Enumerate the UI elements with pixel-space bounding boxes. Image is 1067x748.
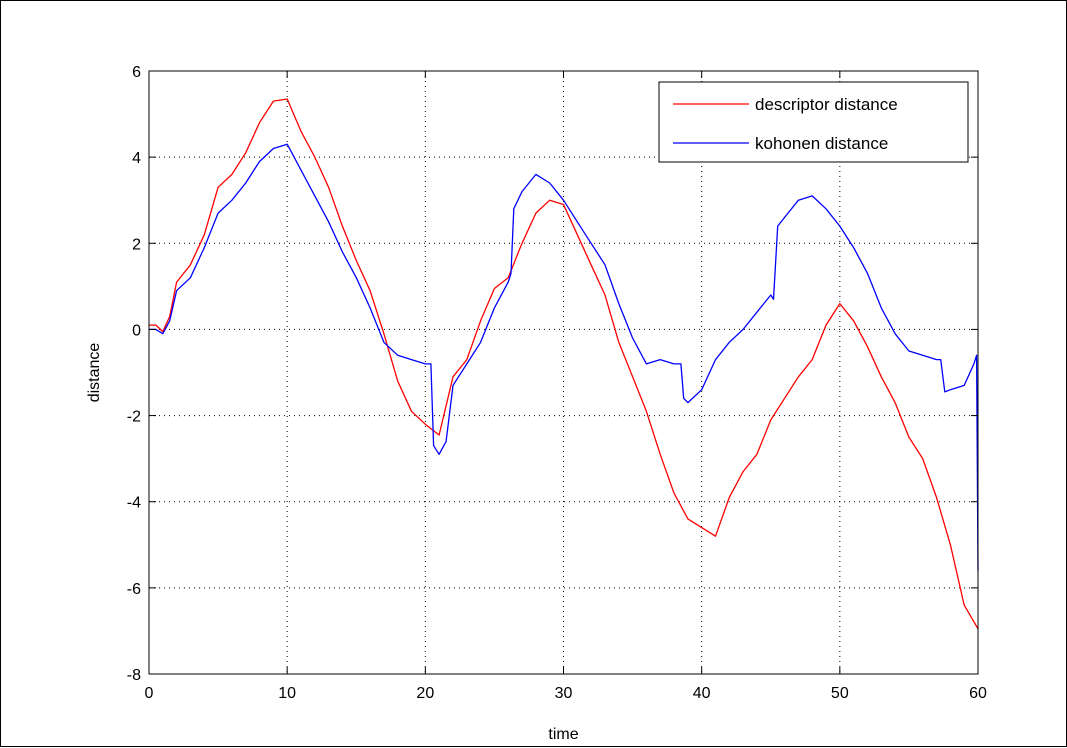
series-layer xyxy=(149,98,979,630)
x-tick-label: 30 xyxy=(555,685,573,702)
ticks: 0 10 20 30 40 50 60 -8 -6 -4 -2 0 2 4 6 xyxy=(127,64,987,702)
y-tick-label: 6 xyxy=(132,64,141,81)
y-tick-label: -2 xyxy=(127,409,141,426)
y-axis-label: distance xyxy=(86,343,103,403)
series-line-kohonen-distance xyxy=(149,143,979,571)
x-tick-label: 10 xyxy=(278,685,296,702)
x-tick-label: 20 xyxy=(416,685,434,702)
x-tick-label: 40 xyxy=(693,685,711,702)
legend: descriptor distance kohonen distance xyxy=(658,81,969,163)
x-tick-label: 50 xyxy=(831,685,849,702)
y-tick-label: -8 xyxy=(127,667,141,684)
y-tick-label: -4 xyxy=(127,495,141,512)
y-tick-label: 4 xyxy=(132,150,141,167)
y-tick-label: -6 xyxy=(127,581,141,598)
series-line-descriptor-distance xyxy=(149,98,979,630)
x-tick-label: 0 xyxy=(145,685,154,702)
x-axis-label: time xyxy=(548,726,578,743)
x-tick-label: 60 xyxy=(969,685,987,702)
legend-box xyxy=(658,81,969,163)
legend-label-descriptor-distance: descriptor distance xyxy=(755,95,898,114)
y-tick-label: 2 xyxy=(132,236,141,253)
legend-label-kohonen-distance: kohonen distance xyxy=(755,134,888,153)
y-tick-label: 0 xyxy=(132,322,141,339)
